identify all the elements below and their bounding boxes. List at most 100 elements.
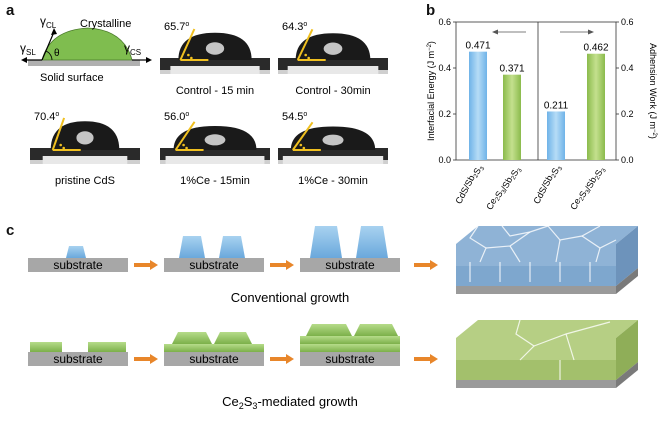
- substrate-block: [300, 258, 400, 272]
- continuous-layer: [300, 336, 400, 344]
- droplet-angle-marker: [299, 143, 303, 147]
- droplet-tangent: [296, 28, 314, 61]
- gamma-sl: γSL: [20, 41, 36, 57]
- grain-boundary: [509, 245, 521, 263]
- right-tick-label: 0.6: [621, 17, 634, 27]
- bar-value-label: 0.211: [544, 100, 569, 111]
- process-arrow: [270, 260, 294, 270]
- grain-boundary: [501, 225, 549, 237]
- substrate-label: substrate: [325, 258, 375, 272]
- film-side: [616, 320, 638, 380]
- droplet-image: 65.7o Control - 15 min: [160, 21, 270, 97]
- right-tick-label: 0.0: [621, 155, 634, 165]
- right-tick-label: 0.2: [621, 109, 634, 119]
- film-substrate-side: [616, 362, 638, 388]
- droplet-angle-marker: [304, 53, 307, 57]
- energy-bar-chart: 0.0 0.2 0.4 0.6 0.0 0.2 0.4 0.6 Interfacial Ener…: [426, 17, 658, 210]
- droplet-reflection: [170, 66, 260, 74]
- grain-island: [219, 236, 245, 258]
- substrate-block: [28, 258, 128, 272]
- film-top: [456, 226, 638, 244]
- solid-surface: [28, 60, 140, 66]
- process-arrow: [270, 354, 294, 364]
- continuous-layer: [300, 344, 400, 352]
- bar-value-label: 0.371: [499, 64, 524, 75]
- film-front: [456, 266, 616, 286]
- substrate-block: [28, 352, 128, 366]
- film-top-face: [456, 338, 616, 360]
- droplet-angle-marker: [307, 56, 310, 60]
- grain-island: [214, 332, 252, 344]
- film-side: [616, 226, 638, 286]
- theta-arc: [45, 50, 53, 61]
- droplet-angle-label: 54.5o: [282, 111, 307, 123]
- category-label: CdS/Sb2S3: [531, 162, 564, 208]
- droplet-reflection: [282, 156, 384, 164]
- process-arrow: [414, 354, 438, 364]
- droplet-tangent: [179, 28, 196, 61]
- seed-layer: [88, 342, 126, 352]
- grain-island: [306, 324, 352, 336]
- gamma-cl: γCL: [40, 14, 57, 30]
- crystalline-drop: [41, 27, 133, 61]
- droplet-angle-marker: [190, 56, 193, 60]
- droplet-image: 70.4o pristine CdS: [30, 111, 140, 187]
- left-tick-label: 0.6: [438, 17, 451, 27]
- panel-a-label: a: [6, 2, 15, 19]
- substrate-label: substrate: [53, 352, 103, 366]
- droplet-highlight: [205, 42, 225, 55]
- theta-label: θ: [54, 48, 60, 59]
- droplet-highlight: [76, 131, 94, 145]
- droplet-reflection: [42, 156, 128, 164]
- grain-boundary: [469, 225, 487, 263]
- grain-island: [310, 226, 342, 258]
- tangent-arrow: [41, 31, 55, 61]
- bar: [503, 74, 521, 160]
- droplet-angle-marker: [182, 143, 185, 147]
- grain-boundary: [565, 333, 575, 361]
- right-axis-label: Adhension Work (J m−2): [648, 43, 658, 139]
- droplet-caption: Control - 30min: [295, 85, 370, 97]
- bar: [469, 51, 487, 160]
- droplet-caption: 1%Ce - 15min: [180, 175, 250, 187]
- solid-surface-label: Solid surface: [40, 72, 104, 84]
- droplet-highlight: [204, 134, 226, 146]
- substrate-label: substrate: [189, 258, 239, 272]
- process-arrow: [134, 354, 158, 364]
- bar-value-label: 0.471: [465, 41, 490, 52]
- grain-island: [179, 236, 205, 258]
- droplet-caption: pristine CdS: [55, 175, 115, 187]
- left-axis-arrowhead: [492, 29, 498, 35]
- droplet-angle-marker: [59, 143, 62, 147]
- substrate-block: [300, 352, 400, 366]
- left-axis-label: Interfacial Energy (J m−2): [426, 41, 436, 141]
- bar: [547, 111, 565, 160]
- grain-island: [354, 324, 398, 336]
- film-substrate: [456, 286, 616, 294]
- droplet-image: 64.3o Control - 30min: [278, 21, 388, 97]
- grain-island: [66, 246, 86, 258]
- category-label: Ce2S3/Sb2S3: [568, 162, 608, 210]
- substrate-label: substrate: [53, 258, 103, 272]
- droplet-highlight: [323, 42, 343, 55]
- grain-boundary: [515, 319, 535, 361]
- grain-boundary: [595, 247, 601, 263]
- category-label: Ce2S3/Sb2S3: [484, 162, 524, 210]
- grain-island: [172, 332, 212, 344]
- droplet-tangent: [292, 121, 314, 151]
- droplet-reflection: [287, 66, 379, 74]
- substrate-block: [164, 352, 264, 366]
- category-label: CdS/Sb2S3: [453, 162, 486, 208]
- droplet-tangent: [174, 121, 196, 151]
- process-arrow: [414, 260, 438, 270]
- right-tick-label: 0.4: [621, 63, 634, 73]
- film-top: [456, 320, 638, 338]
- continuous-layer: [164, 344, 264, 352]
- seed-layer: [30, 342, 62, 352]
- grain-island: [356, 226, 388, 258]
- bar-value-label: 0.462: [583, 43, 608, 54]
- mediated-growth-caption: Ce2S3-mediated growth: [222, 394, 358, 411]
- film-top-face: [456, 244, 616, 266]
- substrate-label: substrate: [325, 352, 375, 366]
- film-front: [456, 360, 616, 380]
